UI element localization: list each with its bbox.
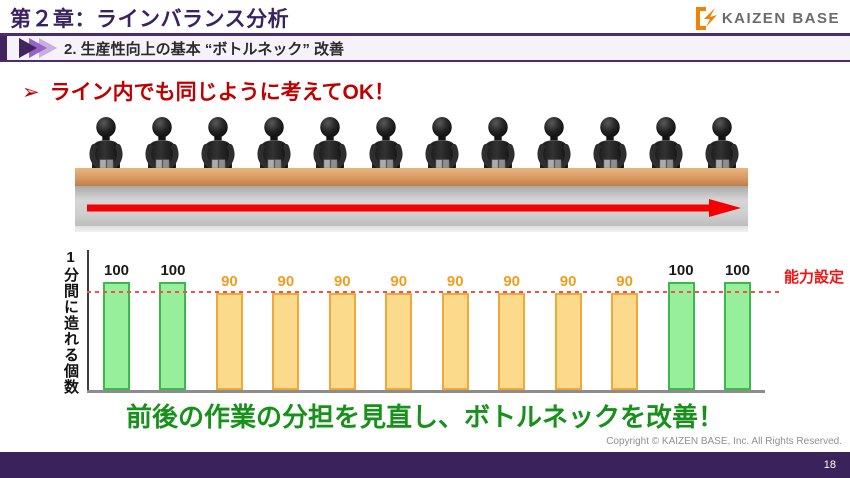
worker-figure-icon [425, 117, 459, 169]
page-title: 第２章：ラインバランス分析 [10, 8, 290, 31]
chart-bar-item: 100 [723, 250, 751, 390]
bar-value-label: 90 [446, 272, 464, 290]
worker-figure-icon [257, 117, 291, 169]
chart-bar [272, 292, 300, 390]
chart-bar-item: 90 [328, 250, 356, 390]
workers-row [78, 117, 750, 169]
chart-y-axis [87, 250, 89, 391]
chart-bar [103, 282, 130, 390]
chart-bar-item: 100 [667, 250, 695, 390]
chart-bars: 100 100 90 90 90 90 90 90 90 90 100 100 [89, 250, 765, 390]
banner-divider [0, 60, 850, 62]
bar-value-label: 90 [559, 272, 577, 290]
bar-value-label: 100 [724, 262, 750, 279]
capacity-dashed-line [87, 291, 780, 293]
bar-value-label: 90 [333, 272, 351, 290]
footer-bar: 18 [0, 452, 850, 478]
page-number: 18 [823, 459, 836, 471]
worker-figure-icon [145, 117, 179, 169]
chart-bar [554, 292, 582, 390]
chart-bar [328, 292, 356, 390]
chart-bar [723, 282, 751, 390]
chart-bar [611, 292, 639, 390]
bar-value-label: 90 [503, 272, 521, 290]
bar-value-label: 100 [160, 262, 186, 279]
worker-figure-icon [481, 117, 515, 169]
chart-bar-item: 90 [272, 250, 300, 390]
bar-value-label: 90 [390, 272, 408, 290]
chevron-arrows-icon [19, 38, 57, 58]
chart-bar [667, 282, 695, 390]
bar-value-label: 100 [668, 262, 694, 279]
worker-figure-icon [537, 117, 571, 169]
worker-figure-icon [593, 117, 627, 169]
brand-logo: KAIZEN BASE [693, 5, 840, 32]
header-divider [0, 33, 850, 36]
chart-bar-item: 90 [385, 250, 413, 390]
chart-bar-item: 100 [159, 250, 187, 390]
conveyor-shadow [75, 226, 748, 232]
bar-value-label: 90 [616, 272, 633, 290]
chart-bar-item: 90 [215, 250, 243, 390]
chart-bar-item: 100 [103, 250, 130, 390]
headline-text: ライン内でも同じように考えてOK！ [49, 81, 396, 104]
chart-bar-item: 90 [498, 250, 526, 390]
arrow-bullet-icon: ➢ [22, 81, 40, 104]
copyright-text: Copyright © KAIZEN BASE, Inc. All Rights… [606, 436, 842, 447]
worker-figure-icon [649, 117, 683, 169]
worker-figure-icon [705, 117, 739, 169]
chart-bar [498, 292, 526, 390]
conveyor-surface [75, 168, 748, 186]
chart-bar-item: 90 [441, 250, 469, 390]
chart-y-axis-label: 1分間に造れる個数 [62, 249, 79, 395]
flow-arrow-icon [87, 199, 741, 217]
chart-bar-item: 90 [554, 250, 582, 390]
bar-value-label: 100 [103, 262, 130, 279]
bar-value-label: 90 [221, 272, 238, 290]
chart-bar [441, 292, 469, 390]
capacity-label: 能力設定 [784, 269, 845, 286]
chart-x-axis [87, 390, 765, 393]
headline: ➢ ライン内でも同じように考えてOK！ [22, 76, 395, 106]
worker-figure-icon [201, 117, 235, 169]
chart-bar-item: 90 [611, 250, 639, 390]
banner-edge-bar [0, 36, 7, 60]
conveyor-front [75, 186, 748, 226]
chart-bar [215, 292, 243, 390]
worker-figure-icon [313, 117, 347, 169]
bar-value-label: 90 [277, 272, 295, 290]
chart-bar [159, 282, 187, 390]
chart-bar [385, 292, 413, 390]
section-banner: 2. 生産性向上の基本 “ボトルネック” 改善 [0, 36, 850, 60]
section-title: 2. 生産性向上の基本 “ボトルネック” 改善 [64, 41, 345, 58]
worker-figure-icon [369, 117, 403, 169]
conclusion-message: 前後の作業の分担を見直し、ボトルネックを改善！ [125, 402, 724, 432]
kaizen-base-icon [695, 7, 717, 30]
brand-logo-text: KAIZEN BASE [721, 10, 840, 27]
conveyor-belt [75, 168, 748, 232]
worker-figure-icon [89, 117, 123, 169]
